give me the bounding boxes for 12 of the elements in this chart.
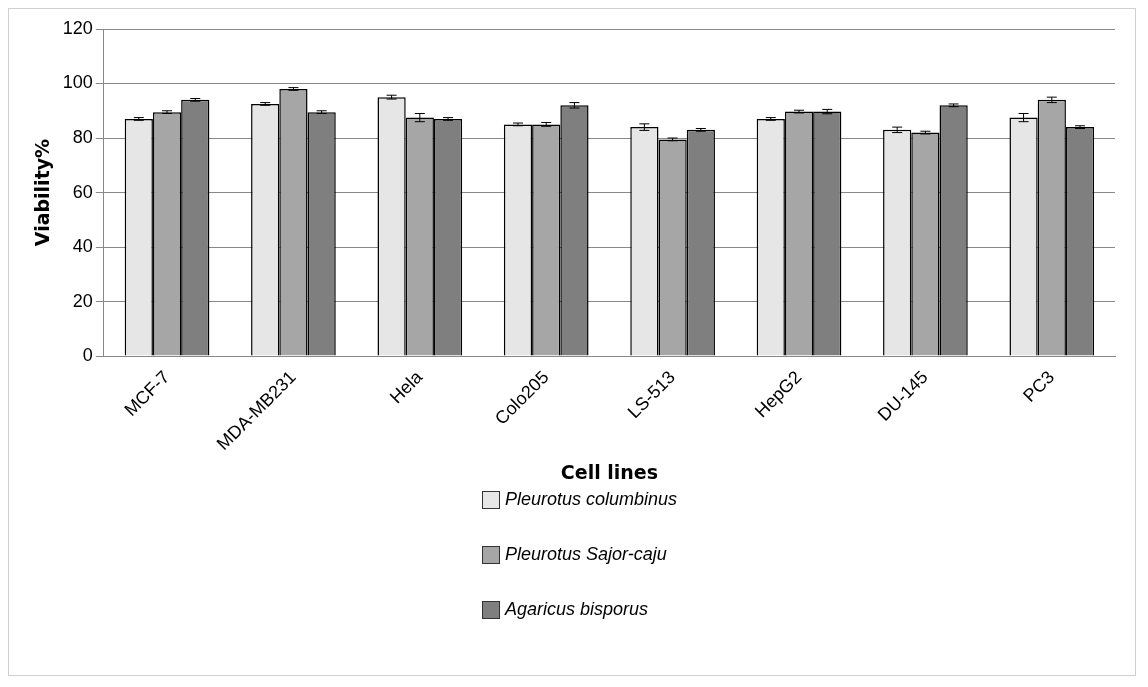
y-tick-label: 0 xyxy=(82,345,93,366)
y-axis-title: Viability% xyxy=(31,138,54,247)
y-tick-label: 100 xyxy=(62,72,93,93)
y-tick-label: 80 xyxy=(72,126,93,147)
legend-label: Agaricus bisporus xyxy=(505,599,649,620)
y-tick-label: 20 xyxy=(72,290,93,311)
y-tick-label: 60 xyxy=(72,181,93,202)
y-tick-label: 120 xyxy=(62,17,93,38)
legend-label: Pleurotus columbinus xyxy=(505,489,678,510)
legend-label: Pleurotus Sajor-caju xyxy=(505,544,667,565)
y-tick-label: 40 xyxy=(72,236,93,257)
x-axis-title: Cell lines xyxy=(560,460,659,483)
